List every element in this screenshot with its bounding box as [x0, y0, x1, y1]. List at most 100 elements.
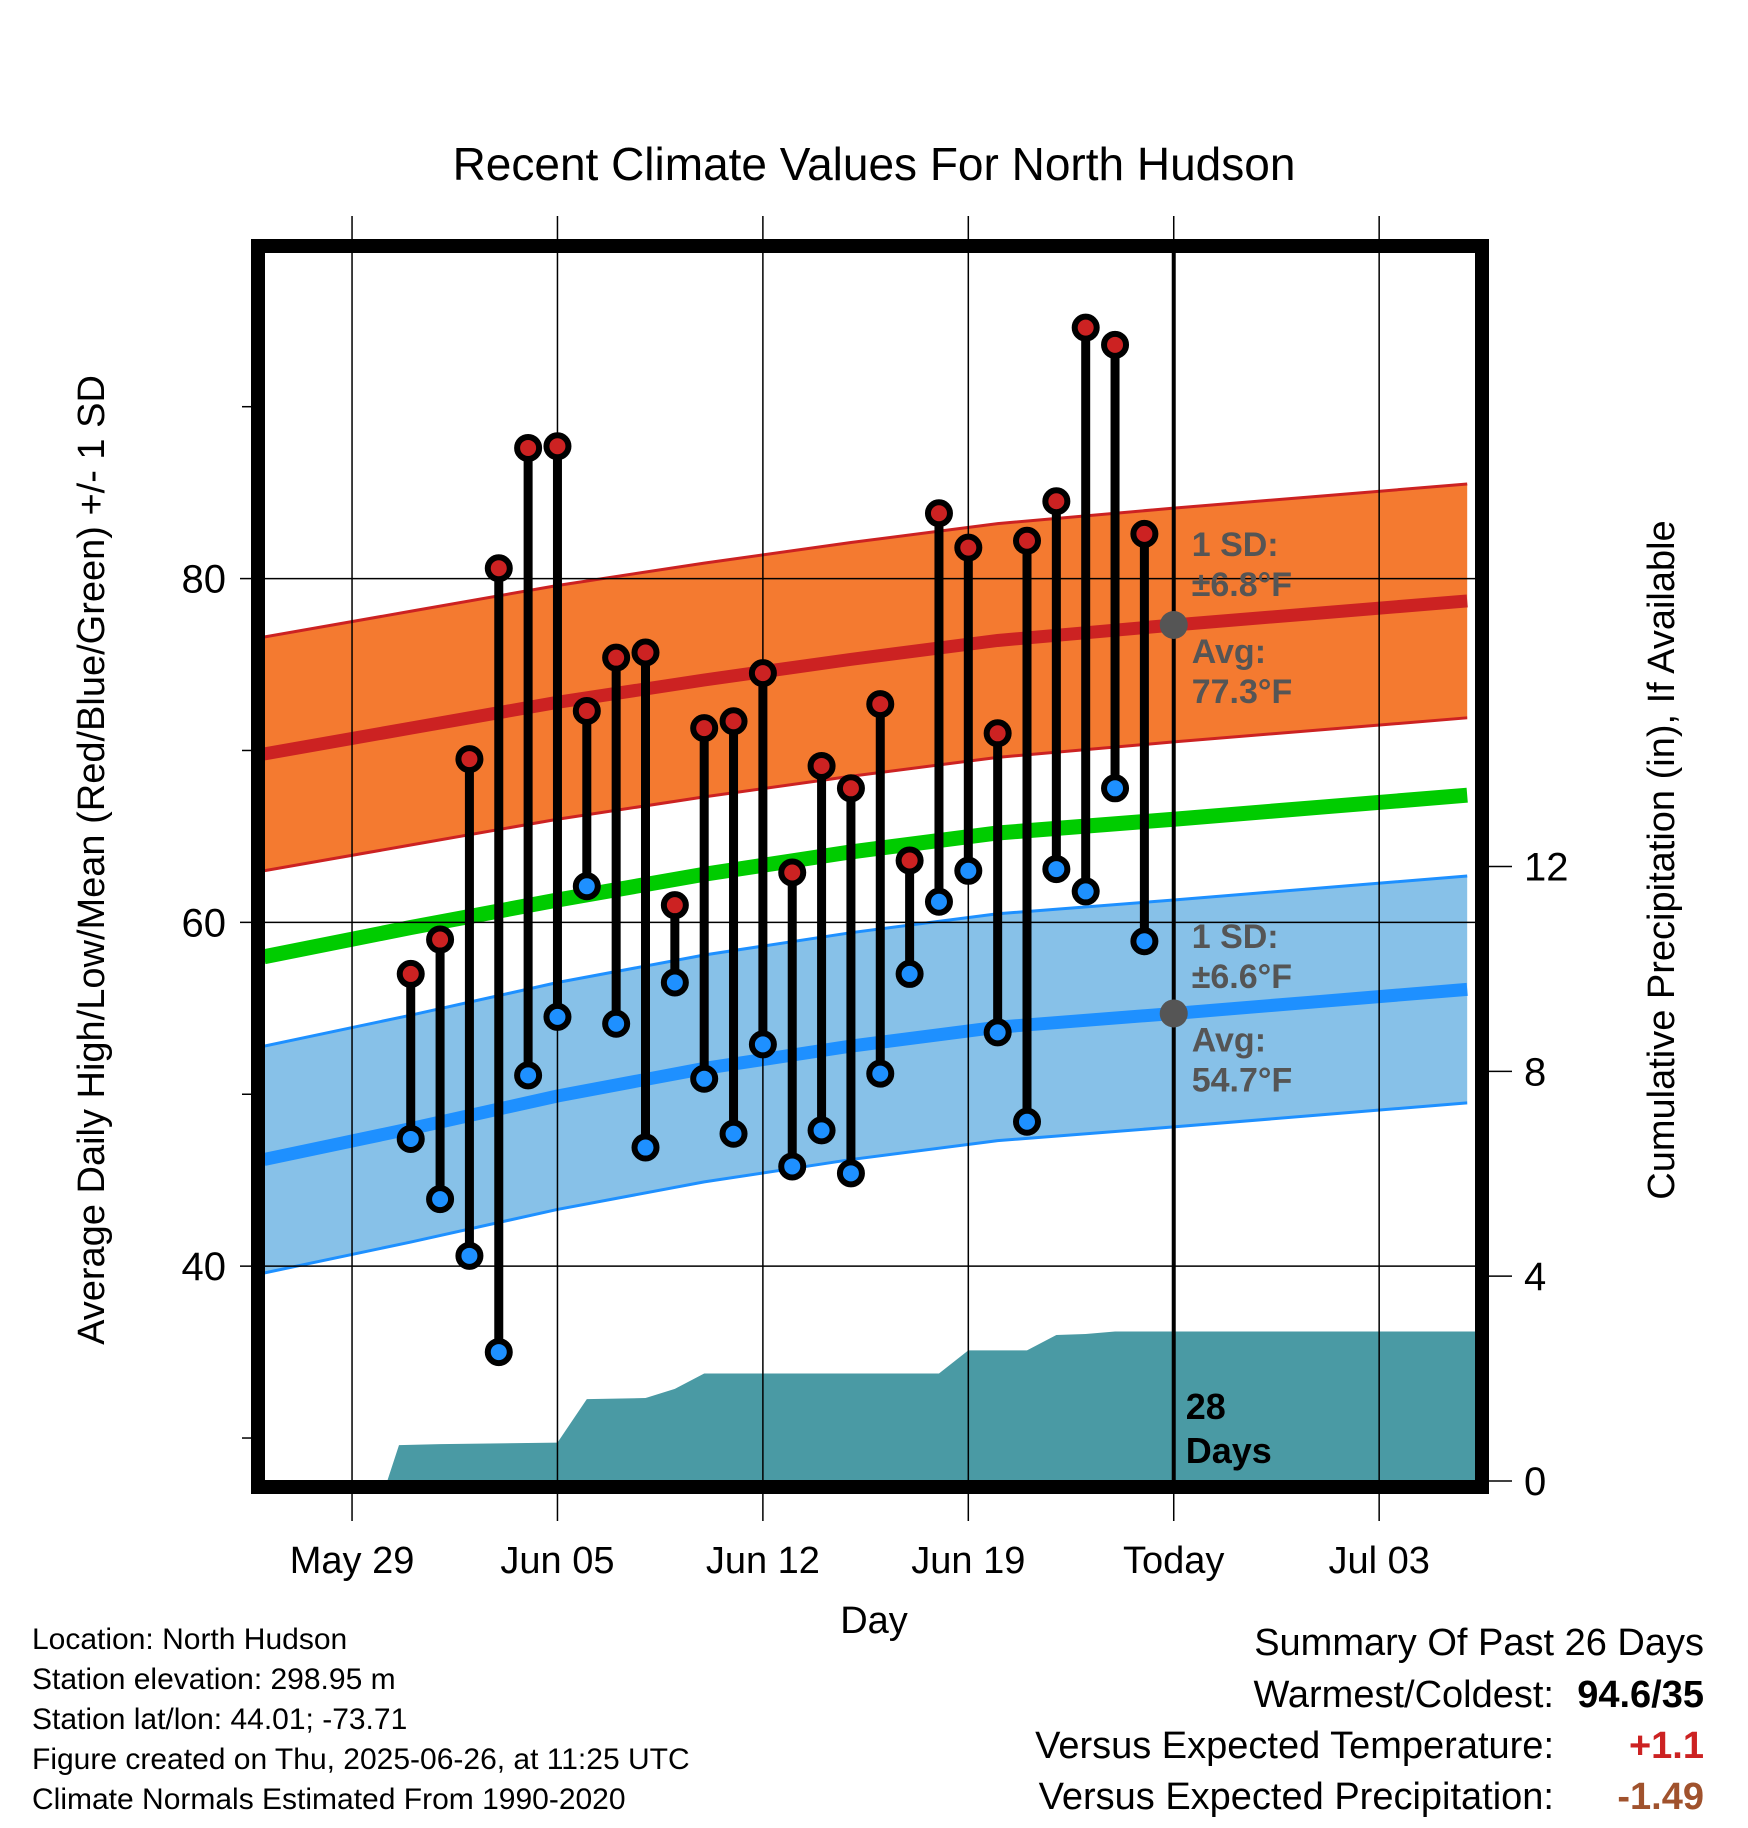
warmest-label: Warmest/Coldest: [1253, 1674, 1554, 1716]
daily-low-point [631, 1133, 660, 1162]
today-days-label: Days [1186, 1430, 1272, 1471]
x-tick-label: Jun 05 [500, 1540, 614, 1582]
latlon-text: Station lat/lon: 44.01; -73.71 [32, 1703, 408, 1736]
daily-low-point [983, 1018, 1012, 1047]
chart-title: Recent Climate Values For North Hudson [453, 138, 1296, 190]
high-normal-band [264, 484, 1468, 871]
precipitation-area [387, 1331, 1476, 1481]
summary-precip-row: Versus Expected Precipitation: -1.49 [1035, 1776, 1704, 1827]
daily-low-point [660, 968, 689, 997]
summary-temp-row: Versus Expected Temperature: +1.1 [1035, 1725, 1704, 1776]
daily-low-point [543, 1002, 572, 1031]
high-avg-annotation: Avg: [1192, 633, 1266, 671]
daily-high-point [895, 846, 924, 875]
daily-low-point [1130, 927, 1159, 956]
high-normal-band-upper-edge [264, 482, 1468, 639]
low-avg-annotation: Avg: [1192, 1021, 1266, 1059]
daily-high-point [543, 432, 572, 461]
daily-low-point [807, 1116, 836, 1145]
daily-high-point [836, 774, 865, 803]
daily-low-point [1013, 1107, 1042, 1136]
elevation-text: Station elevation: 298.95 m [32, 1663, 396, 1696]
daily-low-point [484, 1338, 513, 1367]
y-tick-label: 60 [182, 901, 227, 945]
precip-label: Versus Expected Precipitation: [1038, 1776, 1554, 1818]
daily-low-point [1042, 855, 1071, 884]
daily-low-point [602, 1009, 631, 1038]
daily-high-point [514, 433, 543, 462]
y2-tick-label: 12 [1524, 846, 1569, 890]
daily-high-point [983, 719, 1012, 748]
daily-low-point [514, 1061, 543, 1090]
daily-low-point [1101, 774, 1130, 803]
daily-low-point [895, 959, 924, 988]
daily-low-point [396, 1124, 425, 1153]
summary-warmest-row: Warmest/Coldest: 94.6/35 [1035, 1674, 1704, 1725]
low-normal-band [264, 875, 1468, 1274]
low-avg-annotation: 54.7°F [1192, 1061, 1293, 1099]
summary-panel: Summary Of Past 26 Days Warmest/Coldest:… [1035, 1622, 1704, 1827]
summary-title: Summary Of Past 26 Days [1254, 1622, 1704, 1664]
x-axis-label: Day [840, 1600, 908, 1642]
y2-tick-label: 0 [1524, 1460, 1546, 1504]
high-normal-avg-line [264, 594, 1468, 761]
y2-tick-label: 8 [1524, 1050, 1546, 1094]
high-sd-annotation: 1 SD: [1192, 526, 1279, 564]
daily-high-point [719, 707, 748, 736]
daily-low-point [690, 1064, 719, 1093]
precip-value: -1.49 [1617, 1776, 1704, 1818]
daily-high-point [602, 643, 631, 672]
daily-low-point [572, 872, 601, 901]
x-tick-label: Jun 19 [911, 1540, 1025, 1582]
temp-value: +1.1 [1628, 1725, 1704, 1767]
daily-low-point [1071, 877, 1100, 906]
daily-low-point [924, 887, 953, 916]
daily-high-point [1071, 313, 1100, 342]
daily-high-point [572, 696, 601, 725]
today-high-avg-marker [1159, 610, 1188, 639]
daily-high-point [396, 959, 425, 988]
location-text: Location: North Hudson [32, 1623, 348, 1656]
daily-low-point [455, 1241, 484, 1270]
daily-high-point [954, 533, 983, 562]
station-info: Location: North Hudson Station elevation… [32, 1620, 690, 1820]
daily-low-point [748, 1030, 777, 1059]
high-avg-annotation: 77.3°F [1192, 673, 1293, 711]
warmest-value: 94.6/35 [1577, 1674, 1704, 1716]
x-tick-label: Jun 12 [706, 1540, 820, 1582]
daily-high-point [924, 499, 953, 528]
daily-high-point [1101, 330, 1130, 359]
x-tick-label: Today [1123, 1540, 1224, 1582]
y-tick-label: 40 [182, 1245, 227, 1289]
daily-high-point [1130, 519, 1159, 548]
low-sd-annotation: ±6.6°F [1192, 958, 1292, 996]
high-sd-annotation: ±6.8°F [1192, 566, 1292, 604]
daily-high-point [455, 745, 484, 774]
today-days-label: 28 [1186, 1386, 1226, 1427]
plot-frame [251, 239, 1489, 1494]
daily-low-point [778, 1152, 807, 1181]
daily-low-point [954, 856, 983, 885]
daily-high-point [807, 751, 836, 780]
daily-low-point [836, 1159, 865, 1188]
low-sd-annotation: 1 SD: [1192, 918, 1279, 956]
x-tick-label: May 29 [290, 1540, 415, 1582]
temp-label: Versus Expected Temperature: [1035, 1725, 1554, 1767]
y2-tick-label: 4 [1524, 1255, 1546, 1299]
y-axis-label: Average Daily High/Low/Mean (Red/Blue/Gr… [71, 375, 113, 1345]
created-text: Figure created on Thu, 2025-06-26, at 11… [32, 1743, 690, 1776]
today-low-avg-marker [1159, 999, 1188, 1028]
normals-text: Climate Normals Estimated From 1990-2020 [32, 1783, 626, 1816]
daily-high-point [748, 659, 777, 688]
daily-low-point [426, 1185, 455, 1214]
daily-high-point [1042, 487, 1071, 516]
daily-high-point [690, 714, 719, 743]
y2-axis-label: Cumulative Precipitation (in), If Availa… [1641, 520, 1683, 1199]
daily-high-point [778, 858, 807, 887]
x-tick-label: Jul 03 [1328, 1540, 1429, 1582]
daily-high-point [484, 554, 513, 583]
daily-high-point [1013, 526, 1042, 555]
daily-high-point [660, 891, 689, 920]
